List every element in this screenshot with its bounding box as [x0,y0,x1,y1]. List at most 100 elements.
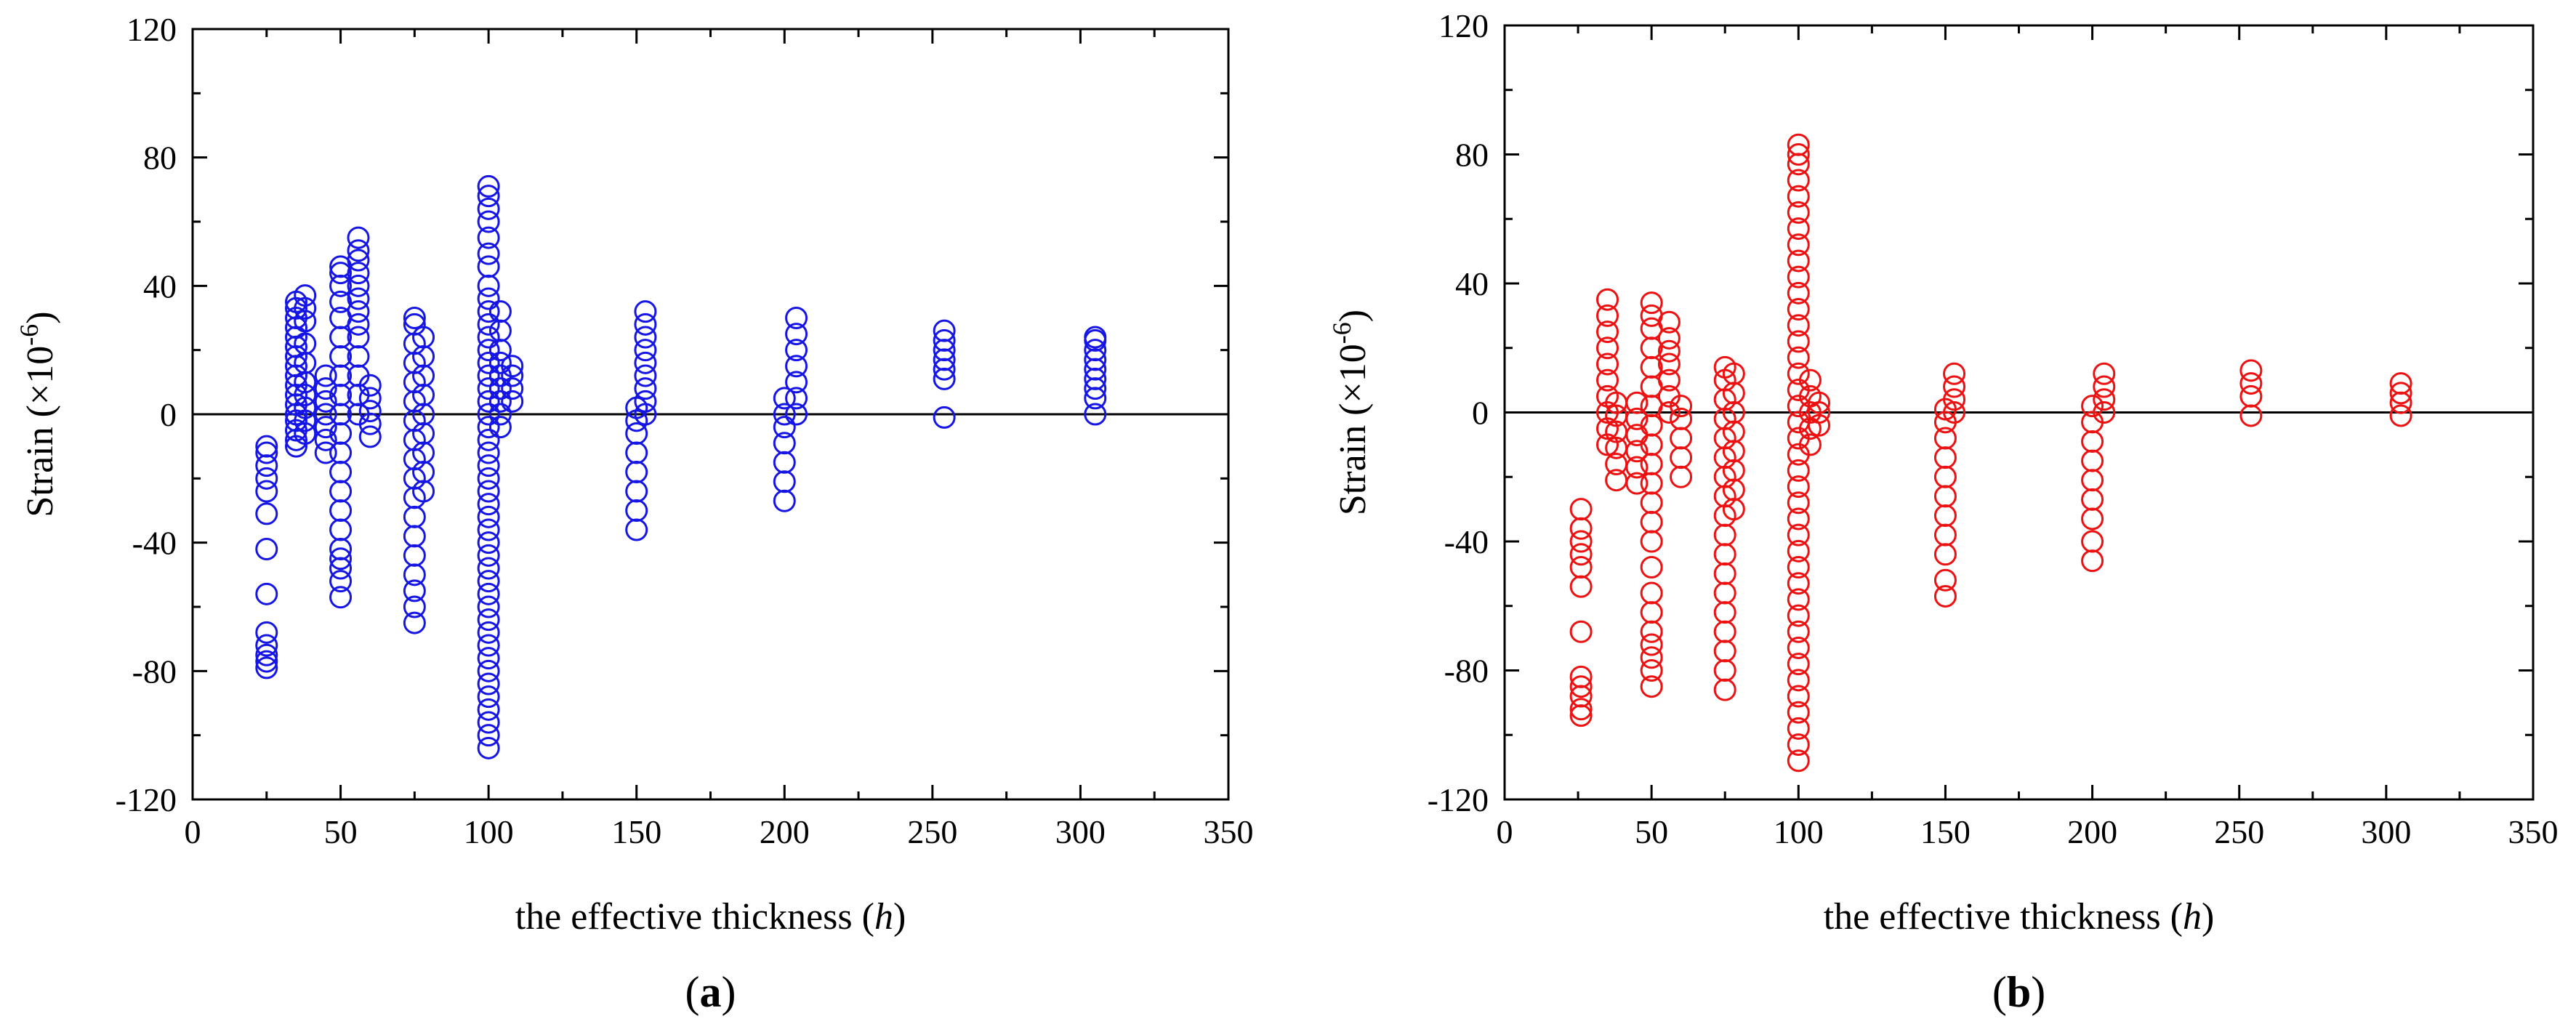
data-point [294,409,317,432]
y-tick-label: -40 [1444,523,1489,560]
data-point [1787,475,1810,499]
data-point [1787,588,1810,611]
data-point [634,313,657,336]
data-point [294,284,317,307]
data-point [1640,675,1663,698]
data-point [1625,472,1649,495]
data-point [634,326,657,349]
data-point [1640,581,1663,605]
panel-label-open: ( [685,968,700,1016]
data-point [1787,733,1810,757]
x-tick-label: 250 [2214,813,2264,850]
data-point [477,210,500,233]
data-point [477,467,500,490]
data-point [477,174,500,198]
y-tick-label: 40 [1455,265,1489,302]
y-axis-title-text: Strain [20,427,61,517]
data-point [488,416,512,439]
data-point [773,387,796,410]
y-tick-label: 0 [1472,395,1489,432]
y-tick-label: -40 [132,525,177,562]
data-point [477,339,500,362]
data-point [1787,749,1810,773]
data-point [477,377,500,400]
data-point [477,197,500,220]
data-point [1933,568,1957,592]
data-point [1084,339,1107,362]
y-tick-label: -80 [1444,653,1489,690]
data-point [2389,382,2412,405]
data-point [1596,368,1619,392]
data-point [1787,133,1810,156]
x-axis-title-variable: h [2183,896,2202,938]
data-point [477,428,500,451]
y-axis-title: Strain (×10-6) [15,311,61,517]
panel-label: (a) [685,968,736,1016]
x-tick-label: 100 [464,813,514,850]
data-point [477,544,500,567]
data-point [1640,556,1663,579]
chart-panel-b: 0 50 100 150 200 250 300 350 -120 -80 -40 0 40 80 120 t… [1327,7,2559,1016]
data-point [477,570,500,593]
data-point [1084,403,1107,426]
data-point [347,249,370,272]
data-point [329,290,353,313]
data-point [255,538,278,560]
data-point [294,396,317,419]
data-point [634,339,657,362]
data-point [2389,372,2412,395]
data-point [314,364,337,387]
data-point [933,406,956,429]
data-point [403,307,426,329]
data-point [634,364,657,387]
data-point [347,326,370,349]
data-point [1787,636,1810,659]
data-point [1787,362,1810,385]
data-point [1798,433,1822,456]
data-point [294,384,317,406]
data-point [477,493,500,516]
data-point [933,319,956,342]
data-point [477,390,500,413]
data-point [1787,717,1810,740]
data-point [477,672,500,696]
data-point [634,351,657,374]
data-point [1657,401,1681,424]
data-point [2239,372,2263,395]
data-point [1787,685,1810,708]
data-point [1657,368,1681,392]
x-tick-label: 350 [2508,813,2559,850]
data-point [1625,456,1649,479]
data-point [477,621,500,644]
data-point [785,307,808,329]
data-point [1798,368,1822,392]
data-point [501,390,524,413]
data-point [477,634,500,657]
data-point [785,339,808,362]
x-axis-title-variable: h [874,896,893,938]
data-point [634,300,657,323]
data-point [785,403,808,426]
data-point [255,582,278,605]
data-point [329,586,353,609]
data-point [2093,362,2116,385]
data-point [1787,185,1810,208]
data-point [1787,620,1810,643]
data-point [1808,414,1831,437]
y-axis-title-unit: (×10 [20,346,61,427]
data-point [314,390,337,413]
data-point [1808,401,1831,424]
data-point [314,441,337,464]
data-point [412,326,435,349]
data-point [358,412,382,435]
data-point [2093,401,2116,424]
data-point [785,371,808,394]
data-point [255,435,278,458]
data-point [1787,169,1810,192]
data-point [477,557,500,580]
x-axis-title: the effective thickness (h) [515,896,906,938]
data-point [1787,491,1810,515]
data-point [477,226,500,249]
data-point [477,185,500,208]
data-point [477,736,500,759]
